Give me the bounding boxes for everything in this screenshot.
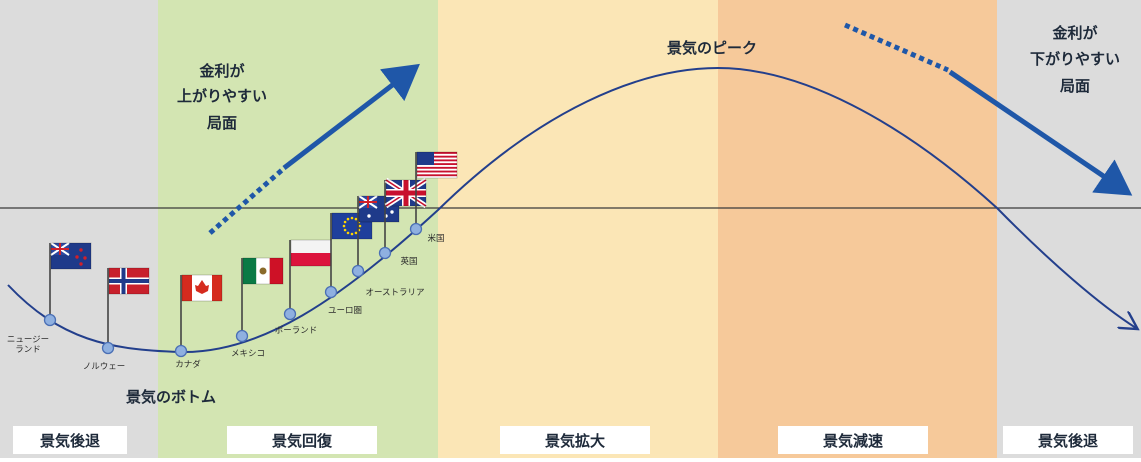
phase-labels: 景気後退 景気回復 景気拡大 景気減速 景気後退 bbox=[13, 426, 1133, 454]
rate-down-line-1: 金利が bbox=[1051, 24, 1098, 42]
rate-down-arrow bbox=[843, 22, 1133, 196]
rate-up-arrow-dotted bbox=[208, 168, 284, 235]
curve-node bbox=[174, 344, 188, 358]
phase-label-slowdown: 景気減速 bbox=[778, 426, 928, 454]
curve-node bbox=[409, 222, 423, 236]
curve-node bbox=[101, 341, 115, 355]
country-marker: 米国 bbox=[409, 151, 458, 244]
rate-up-arrow bbox=[208, 63, 420, 235]
rate-up-line-1: 金利が bbox=[198, 62, 245, 80]
rate-up-arrow-shaft bbox=[282, 63, 420, 170]
curve-node bbox=[43, 313, 57, 327]
poland-flag bbox=[290, 239, 332, 267]
rate-down-line-3: 局面 bbox=[1059, 77, 1090, 95]
country-label: カナダ bbox=[175, 359, 201, 370]
curve-node bbox=[283, 307, 297, 321]
country-label: ノルウェー bbox=[83, 362, 126, 372]
phase-band-recession-1 bbox=[0, 0, 158, 458]
curve-node bbox=[351, 264, 365, 278]
phase-band-expansion bbox=[438, 0, 718, 458]
country-label: 英国 bbox=[400, 256, 417, 267]
phase-label-recovery: 景気回復 bbox=[227, 426, 377, 454]
peak-label: 景気のピーク bbox=[667, 39, 757, 57]
rate-up-line-3: 局面 bbox=[206, 114, 237, 132]
rate-down-arrow-shaft bbox=[948, 69, 1133, 196]
uk-flag bbox=[384, 177, 428, 209]
australia-flag bbox=[358, 195, 400, 223]
phase-label-text: 景気回復 bbox=[272, 432, 333, 450]
phase-label-recession-2: 景気後退 bbox=[1003, 426, 1133, 454]
phase-band-recession-2 bbox=[997, 0, 1141, 458]
country-label: ニュージー bbox=[7, 335, 49, 345]
country-label: ランド bbox=[15, 345, 41, 355]
country-marker: 英国 bbox=[378, 177, 428, 267]
canada-flag bbox=[181, 274, 223, 302]
phase-label-text: 景気後退 bbox=[40, 432, 100, 450]
mexico-flag bbox=[242, 257, 284, 285]
curve-node bbox=[378, 246, 392, 260]
country-marker: カナダ bbox=[174, 274, 223, 370]
country-label: ユーロ圏 bbox=[328, 306, 362, 316]
rate-up-line-2: 上がりやすい bbox=[177, 87, 267, 105]
rate-down-callout: 金利が 下がりやすい 局面 bbox=[1030, 24, 1120, 95]
curve-node bbox=[235, 329, 249, 343]
bottom-label: 景気のボトム bbox=[126, 388, 216, 406]
rate-down-arrow-dotted bbox=[843, 22, 950, 73]
country-marker: ノルウェー bbox=[83, 267, 150, 372]
country-marker: ポーランド bbox=[275, 239, 332, 336]
nz-flag bbox=[50, 242, 92, 270]
phase-label-text: 景気拡大 bbox=[545, 432, 605, 450]
phase-label-text: 景気減速 bbox=[823, 432, 883, 450]
country-marker: メキシコ bbox=[231, 257, 284, 359]
norway-flag bbox=[108, 267, 150, 295]
country-label: メキシコ bbox=[231, 349, 265, 359]
country-label: ポーランド bbox=[275, 326, 318, 336]
phase-label-expansion: 景気拡大 bbox=[500, 426, 650, 454]
phase-label-recession-1: 景気後退 bbox=[13, 426, 127, 454]
us-flag bbox=[416, 151, 458, 179]
country-marker: オーストラリア bbox=[351, 195, 425, 298]
country-marker: ユーロ圏 bbox=[324, 212, 373, 316]
rate-down-line-2: 下がりやすい bbox=[1030, 50, 1120, 68]
country-label: 米国 bbox=[427, 233, 444, 244]
rate-up-callout: 金利が 上がりやすい 局面 bbox=[177, 62, 267, 132]
curve-node bbox=[324, 285, 338, 299]
phase-band-slowdown bbox=[718, 0, 997, 458]
country-label: オーストラリア bbox=[365, 288, 424, 298]
phase-label-text: 景気後退 bbox=[1038, 432, 1098, 450]
